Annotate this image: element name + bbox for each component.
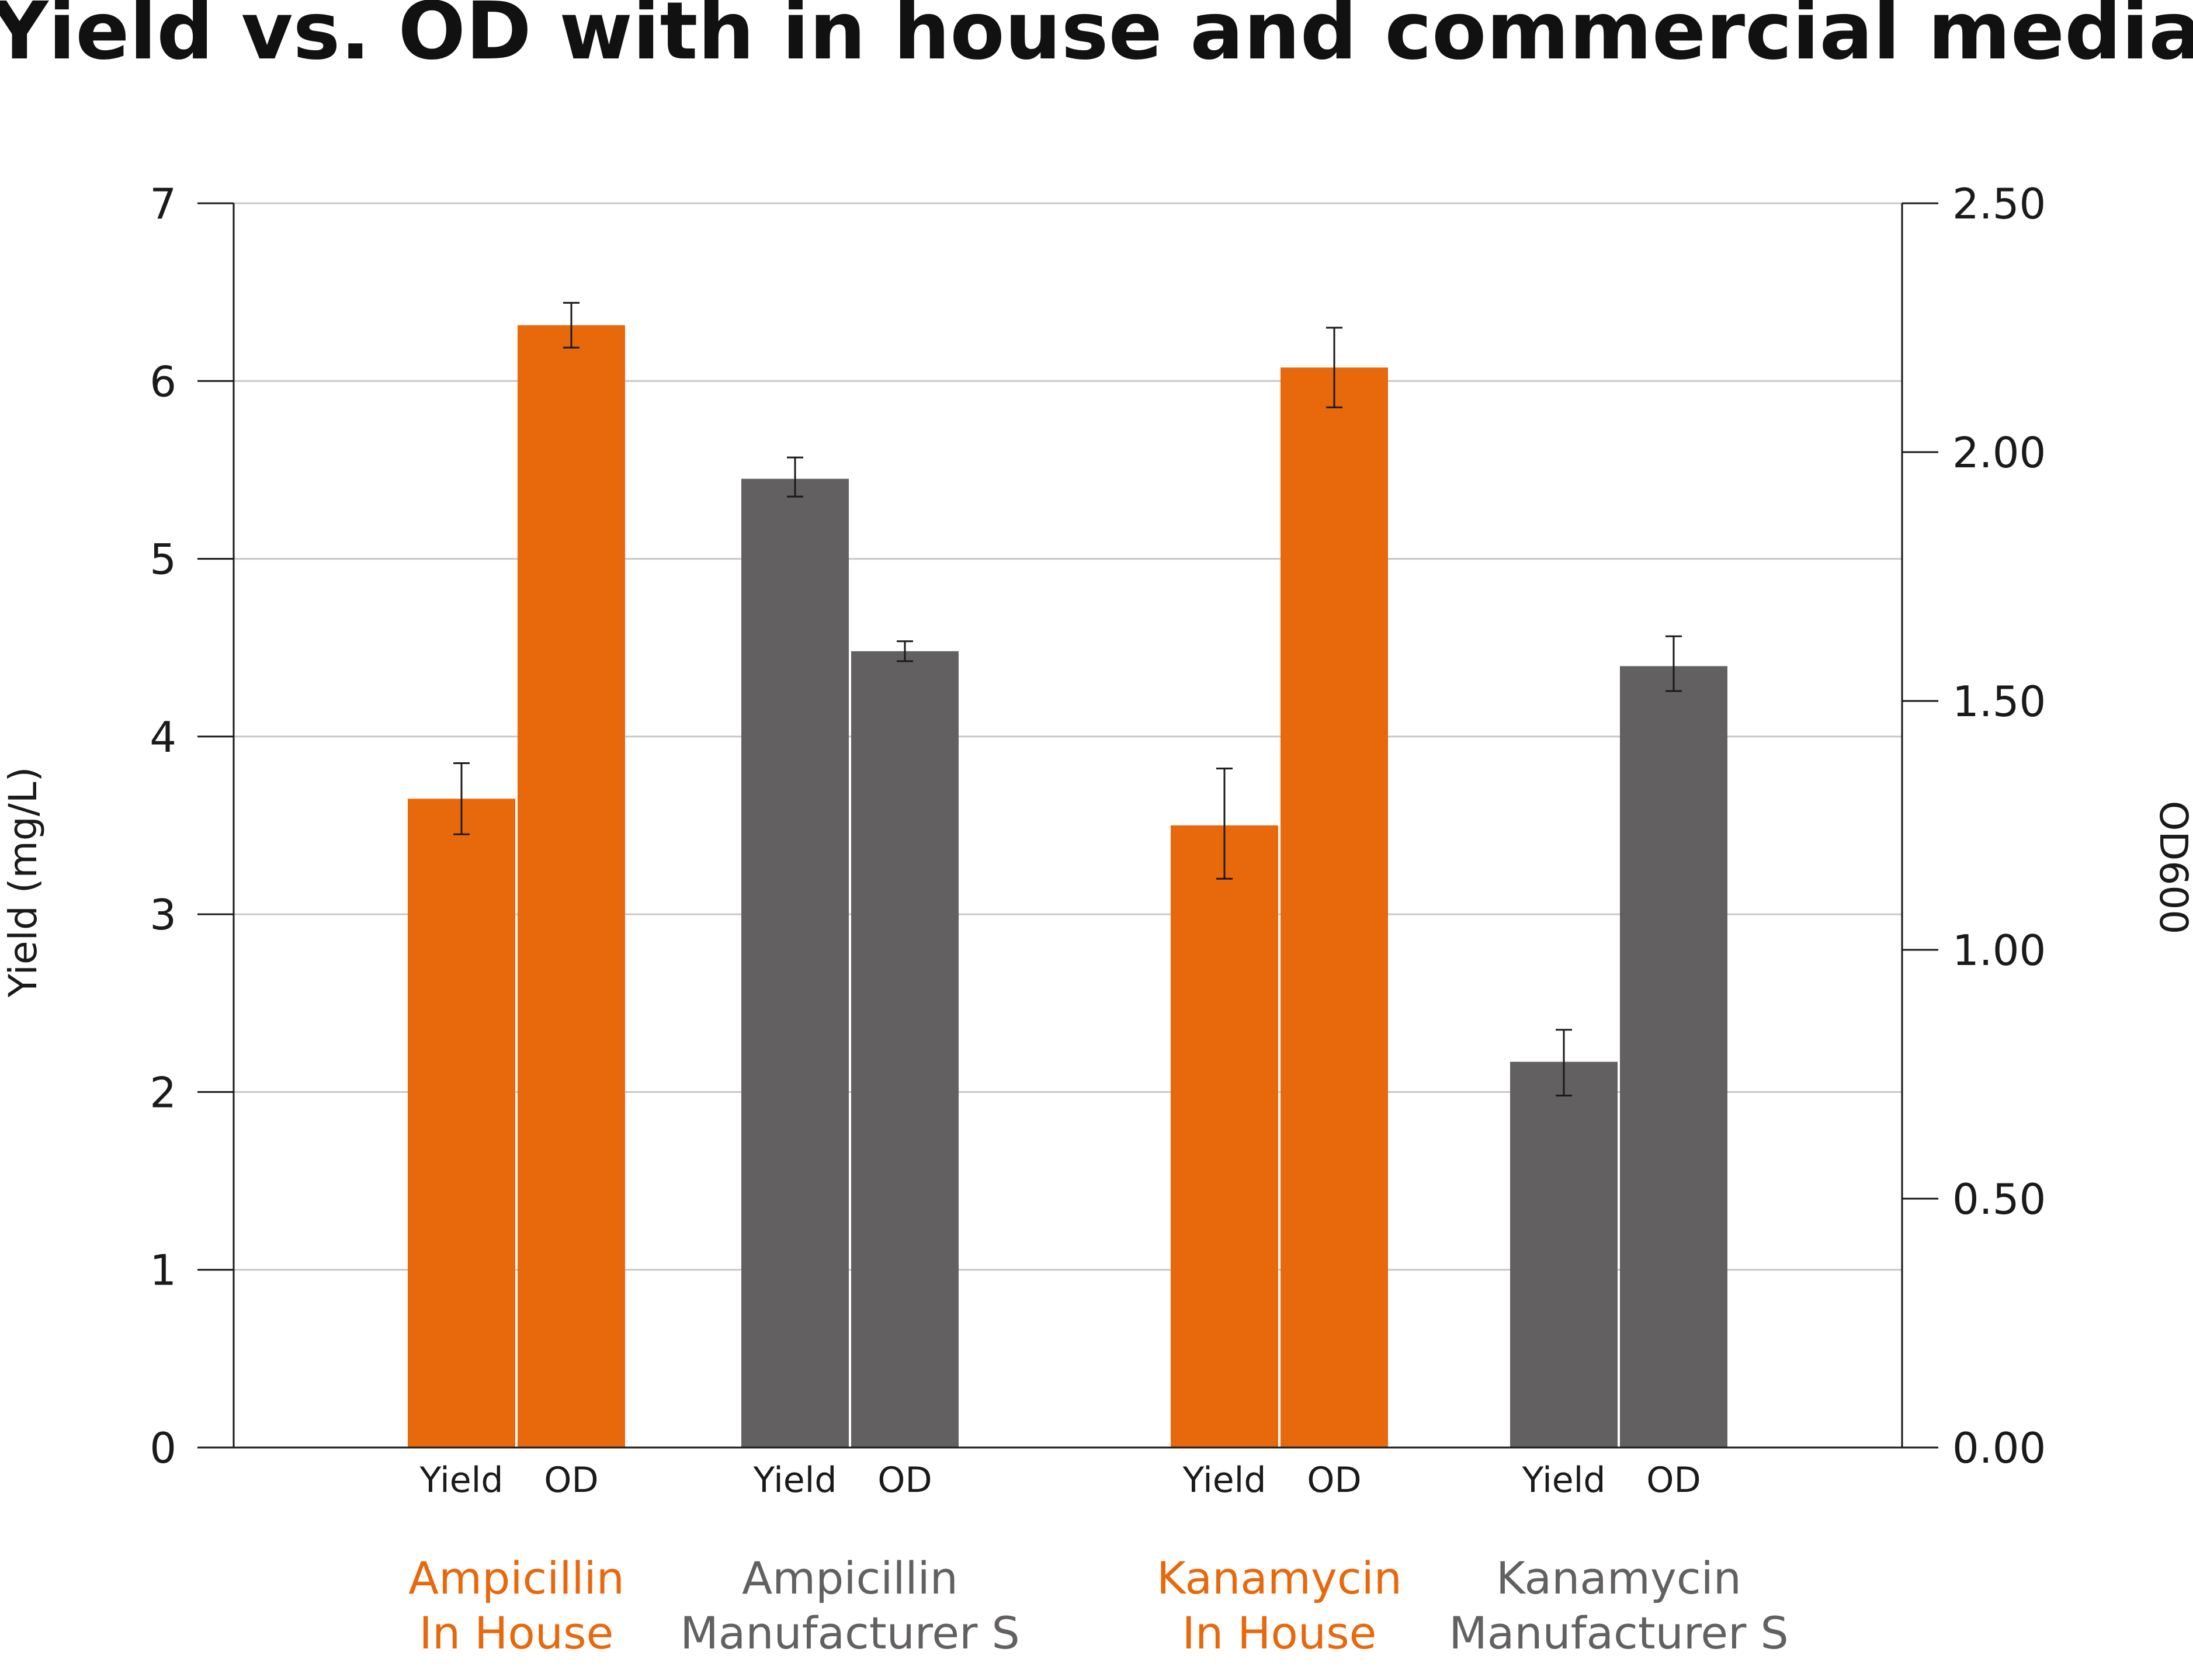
bar-label: Yield (753, 1460, 837, 1501)
group-label: In House (1182, 1607, 1377, 1659)
y-left-tick-label: 7 (150, 179, 176, 228)
bar-yield (408, 799, 515, 1448)
group-label: Kanamycin (1157, 1552, 1402, 1604)
group-label: Manufacturer S (680, 1607, 1020, 1659)
y-left-tick-label: 2 (150, 1068, 176, 1117)
y-left-tick-label: 6 (150, 357, 176, 406)
bar-label: Yield (419, 1460, 504, 1501)
bar-od (518, 325, 625, 1448)
error-bar (1216, 768, 1233, 880)
group-label: In House (419, 1607, 614, 1659)
axes (197, 202, 1938, 1449)
y-right-tick-label: 1.00 (1952, 926, 2046, 975)
chart-title: Yield vs. OD with in house and commercia… (0, 0, 2193, 78)
bar-od (851, 651, 959, 1448)
y-left-tick-label: 0 (150, 1424, 176, 1473)
y-right-tick-label: 2.50 (1952, 179, 2046, 228)
error-bar (1326, 327, 1342, 408)
error-bar (897, 640, 913, 662)
bar-label: OD (1646, 1460, 1701, 1501)
error-bar (1556, 1029, 1572, 1097)
group-label: Ampicillin (742, 1552, 958, 1604)
bar-yield (1171, 825, 1278, 1448)
bar-yield (741, 478, 849, 1448)
y-right-tick-label: 2.00 (1952, 428, 2046, 477)
y-left-tick-label: 3 (150, 890, 176, 939)
bar-label: OD (544, 1460, 598, 1501)
bar-od (1620, 666, 1727, 1448)
bar-label: OD (1307, 1460, 1361, 1501)
y-right-tick-label: 1.50 (1952, 677, 2046, 726)
bar-od (1281, 367, 1388, 1448)
y-left-tick-label: 4 (150, 713, 176, 762)
group-label: Manufacturer S (1449, 1607, 1789, 1659)
error-bar (453, 762, 470, 835)
group-label: Ampicillin (408, 1552, 624, 1604)
y-left-tick-label: 1 (150, 1246, 176, 1295)
bar-yield (1510, 1061, 1618, 1448)
y-left-tick-label: 5 (150, 535, 176, 584)
labels: 0 1 2 3 4 5 6 7 0.00 0.50 1.00 1.50 2.00 2.50 Yield (m… (1, 179, 2193, 1659)
y-right-tick-label: 0.00 (1952, 1424, 2046, 1473)
bars (408, 301, 1727, 1448)
error-bar (563, 301, 580, 349)
bar-label: OD (877, 1460, 932, 1501)
bar-label: Yield (1182, 1460, 1266, 1501)
error-bar (787, 456, 803, 498)
y-right-tick-label: 0.50 (1952, 1175, 2046, 1224)
y-left-axis-title: Yield (mg/L) (1, 767, 46, 998)
y-right-axis-title: OD600 (2151, 801, 2193, 935)
error-bar (1665, 635, 1682, 692)
bar-label: Yield (1522, 1460, 1606, 1501)
group-label: Kanamycin (1496, 1552, 1741, 1604)
